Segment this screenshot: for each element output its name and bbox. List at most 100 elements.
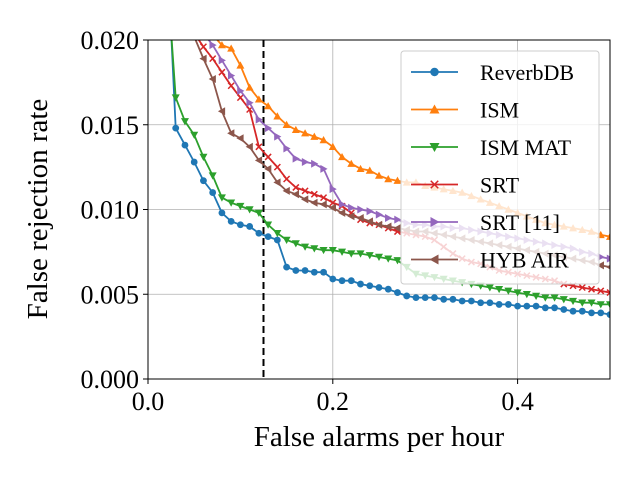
srt-point xyxy=(578,283,586,292)
hyb-air-point xyxy=(282,186,290,195)
ism-mat-point xyxy=(559,296,568,304)
ism-mat-point xyxy=(356,250,365,258)
ism-point xyxy=(291,125,300,134)
ism-mat-point xyxy=(485,284,494,292)
ism-mat-point xyxy=(319,246,328,255)
hyb-air-point xyxy=(273,178,281,187)
ism-mat-point xyxy=(578,299,587,307)
ism-mat-point xyxy=(596,301,605,309)
srt-point xyxy=(199,43,207,51)
srt-point xyxy=(301,187,309,195)
ism-mat-point xyxy=(587,299,596,307)
reverbdb-point xyxy=(578,307,586,315)
reverbdb-point xyxy=(347,277,355,285)
srt-point xyxy=(264,153,272,161)
reverbdb-point xyxy=(468,297,475,305)
ism-mat-point xyxy=(504,287,513,295)
ism-point xyxy=(236,61,245,69)
reverbdb-point xyxy=(283,263,290,271)
ism-mat-point xyxy=(532,292,541,300)
srt-11-point xyxy=(394,215,402,224)
ism-point xyxy=(254,95,263,103)
legend-swatch-marker xyxy=(429,143,440,152)
reverbdb-point xyxy=(477,299,485,307)
hyb-air-point xyxy=(208,74,216,83)
hyb-air-point xyxy=(254,156,263,165)
ism-point xyxy=(245,83,254,91)
ism-mat-point xyxy=(375,253,383,261)
legend-swatch-marker xyxy=(429,104,440,114)
srt-point xyxy=(209,55,217,63)
ism-mat-point xyxy=(550,294,559,302)
srt-point xyxy=(191,30,197,36)
srt-point xyxy=(273,163,281,171)
ism-point xyxy=(375,171,383,179)
reverbdb-point xyxy=(384,285,392,293)
srt-point xyxy=(292,183,300,191)
reverbdb-point xyxy=(504,301,512,308)
hyb-air-point xyxy=(236,134,244,143)
reverbdb-point xyxy=(569,307,577,315)
hyb-air-point xyxy=(356,213,364,222)
ism-mat-point xyxy=(522,291,531,299)
legend-entry-ism-mat: ISM MAT xyxy=(411,135,572,160)
legend-entry-hyb-air: HYB AIR xyxy=(411,248,569,273)
srt-11-point xyxy=(246,98,254,107)
ism-point xyxy=(301,129,310,137)
srt-11-point xyxy=(320,164,328,173)
reverbdb-point xyxy=(421,294,429,302)
reverbdb-point xyxy=(523,302,531,310)
reverbdb-point xyxy=(495,301,503,308)
ism-point xyxy=(328,142,337,150)
ism-mat-point xyxy=(254,209,263,217)
ism-mat-point xyxy=(291,240,300,248)
hyb-air-point xyxy=(375,220,383,229)
legend-label: ReverbDB xyxy=(480,60,574,85)
ticks: 0.0 0.2 0.4 0.000 0.005 0.010 0.015 0.020 xyxy=(81,26,534,416)
ism-mat-point xyxy=(310,245,319,253)
reverbdb-point xyxy=(541,304,549,312)
srt-11-point xyxy=(264,124,273,133)
reverbdb-point xyxy=(264,233,272,241)
reverbdb-point xyxy=(431,294,438,302)
hyb-air-point xyxy=(393,224,401,233)
ism-point xyxy=(393,176,402,184)
legend-entry-srt-11: SRT [11] xyxy=(411,210,560,235)
reverbdb-point xyxy=(458,297,466,305)
hyb-air-point xyxy=(199,54,207,63)
reverbdb-point xyxy=(310,268,318,276)
srt-11-point xyxy=(227,71,236,80)
ism-mat-point xyxy=(541,294,550,302)
hyb-air-point xyxy=(310,198,318,207)
reverbdb-point xyxy=(329,275,337,283)
ism-mat-point xyxy=(236,202,245,211)
srt-point xyxy=(587,285,596,293)
ism-point xyxy=(282,120,291,128)
srt-11-point xyxy=(200,29,207,37)
y-axis-title: False rejection rate xyxy=(22,99,54,320)
srt-point xyxy=(320,194,328,202)
hyb-air-point xyxy=(217,107,226,116)
reverbdb-point xyxy=(403,292,411,300)
x-tick-label: 0.2 xyxy=(317,387,350,416)
reverbdb-point xyxy=(181,141,189,149)
hyb-air-point xyxy=(196,40,198,41)
ism-mat-point xyxy=(199,153,208,161)
reverbdb-point xyxy=(172,124,180,132)
ism-mat-point xyxy=(347,250,356,258)
ism-mat-point xyxy=(190,131,199,139)
ism-point xyxy=(338,152,347,161)
srt-point xyxy=(310,190,318,198)
ism-point xyxy=(217,41,226,49)
ism-mat-point xyxy=(384,255,393,263)
reverbdb-point xyxy=(375,284,383,291)
reverbdb-point xyxy=(320,268,327,276)
legend-swatch-marker xyxy=(429,254,439,265)
hyb-air-point xyxy=(606,264,610,270)
ism-mat-point xyxy=(393,257,402,265)
ism-point xyxy=(310,132,319,140)
ism-point xyxy=(209,31,217,38)
srt-point xyxy=(227,82,235,90)
reverbdb-point xyxy=(338,277,346,285)
